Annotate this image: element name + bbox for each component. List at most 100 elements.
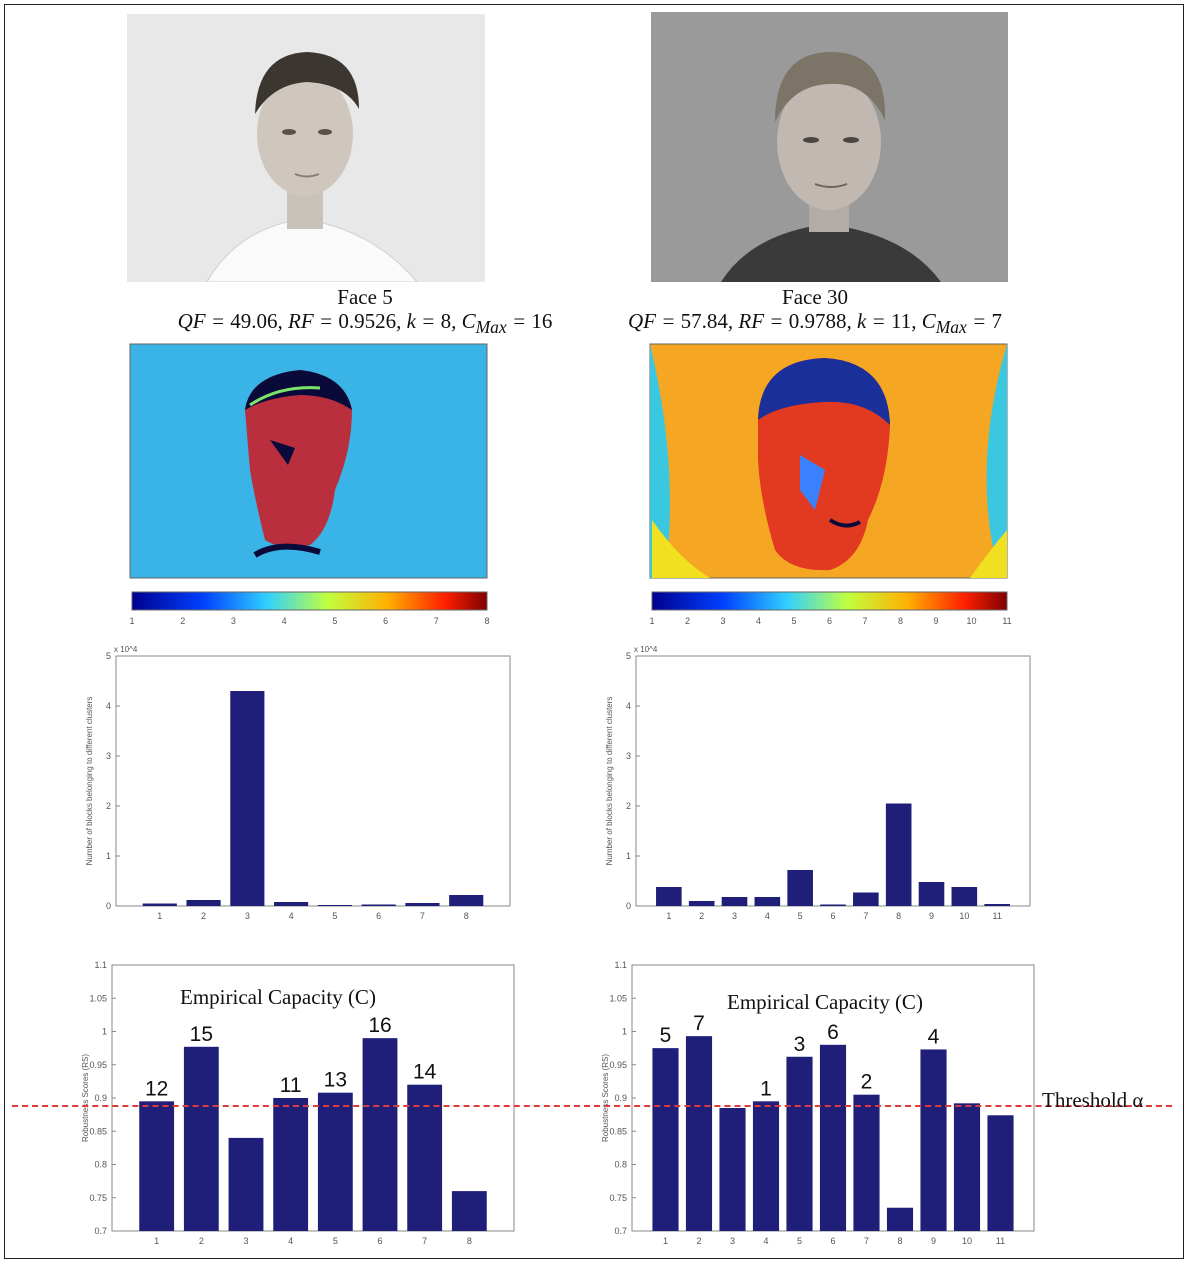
bar: [228, 1137, 264, 1231]
bar: [987, 1115, 1014, 1231]
y-tick-label: 0.95: [89, 1060, 107, 1070]
colorbar-tick-label: 4: [756, 616, 761, 626]
bar: [918, 882, 945, 906]
y-tick-label: 1.1: [614, 960, 627, 970]
y-tick-label: 0: [106, 901, 111, 911]
x-tick-label: 1: [154, 1236, 159, 1246]
y-tick-label: 1.05: [89, 993, 107, 1003]
y-axis-label: Number of blocks belonging to different …: [85, 697, 94, 866]
x-tick-label: 10: [962, 1236, 972, 1246]
threshold-label: Threshold α: [1042, 1088, 1144, 1112]
y-tick-label: 1.1: [94, 960, 107, 970]
bar: [186, 900, 221, 906]
colorbar-tick-label: 2: [685, 616, 690, 626]
bar: [786, 1056, 813, 1231]
capacity-label: 3: [794, 1033, 806, 1056]
colorbar-tick-label: 2: [180, 616, 185, 626]
y-tick-label: 3: [626, 751, 631, 761]
colorbar-tick-label: 1: [649, 616, 654, 626]
y-tick-label: 0.75: [89, 1193, 107, 1203]
y-tick-label: 2: [626, 801, 631, 811]
face-30-formula: QF = 57.84, RF = 0.9788, k = 11, CMax = …: [627, 309, 1003, 338]
bar: [273, 1098, 309, 1231]
y-tick-label: 1: [102, 1027, 107, 1037]
face-5-name: Face 5: [337, 285, 393, 309]
bar: [820, 904, 846, 906]
face-5-formula: QF = 49.06, RF = 0.9526, k = 8, CMax = 1…: [177, 309, 553, 338]
x-tick-label: 7: [420, 911, 425, 921]
y-tick-label: 0.85: [609, 1126, 627, 1136]
threshold-line: [12, 1104, 1172, 1107]
bar: [853, 1094, 880, 1231]
y-scale-label: x 10^4: [114, 645, 138, 654]
bar: [853, 892, 879, 906]
face-5-caption: Face 5 QF = 49.06, RF = 0.9526, k = 8, C…: [170, 285, 560, 339]
bar: [451, 1191, 487, 1231]
x-tick-label: 8: [464, 911, 469, 921]
x-tick-label: 9: [931, 1236, 936, 1246]
x-tick-label: 3: [730, 1236, 735, 1246]
capacity-label: 2: [861, 1071, 873, 1094]
capacity-label: 11: [280, 1074, 302, 1097]
y-scale-label: x 10^4: [634, 645, 658, 654]
bar: [362, 1038, 398, 1231]
x-tick-label: 11: [992, 911, 1001, 921]
bar: [984, 904, 1010, 906]
colorbar-tick-label: 10: [966, 616, 976, 626]
x-tick-label: 2: [199, 1236, 204, 1246]
face-5-cluster-map: 1 2 3 4 5 6 7 8: [120, 340, 495, 630]
y-tick-label: 0.75: [609, 1193, 627, 1203]
capacity-label: 6: [827, 1021, 839, 1044]
colorbar-tick-label: 5: [332, 616, 337, 626]
bar: [819, 1044, 847, 1231]
colorbar-tick-label: 5: [791, 616, 796, 626]
face-5-photo: [127, 14, 485, 282]
face-30-photo: [651, 12, 1008, 282]
bar: [886, 1207, 914, 1231]
bar: [449, 895, 484, 906]
bar: [752, 1101, 780, 1231]
x-tick-label: 5: [798, 911, 803, 921]
bar: [317, 1092, 353, 1231]
y-axis-label: Robustness Scores (RS): [81, 1054, 90, 1142]
capacity-label: 14: [413, 1061, 437, 1084]
x-tick-label: 4: [765, 911, 770, 921]
x-tick-label: 10: [959, 911, 969, 921]
y-axis-label: Number of blocks belonging to different …: [605, 697, 614, 866]
capacity-label: 16: [368, 1014, 391, 1037]
bar: [183, 1046, 219, 1231]
colorbar-tick-label: 11: [1002, 616, 1011, 626]
x-tick-label: 1: [663, 1236, 668, 1246]
capacity-label: 7: [693, 1012, 705, 1035]
bar: [920, 1049, 947, 1231]
x-tick-label: 7: [863, 911, 868, 921]
bar: [142, 903, 177, 906]
x-tick-label: 3: [245, 911, 250, 921]
bar: [656, 887, 682, 906]
y-tick-label: 5: [626, 651, 631, 661]
x-tick-label: 7: [864, 1236, 869, 1246]
colorbar-tick-label: 9: [933, 616, 938, 626]
x-tick-label: 9: [929, 911, 934, 921]
y-tick-label: 2: [106, 801, 111, 811]
plot-area: [111, 964, 515, 1232]
colorbar-tick-label: 8: [484, 616, 489, 626]
bar: [721, 897, 748, 906]
capacity-label: 1: [760, 1077, 772, 1100]
x-tick-label: 6: [830, 911, 835, 921]
capacity-title-face-5: Empirical Capacity (C): [180, 985, 376, 1009]
colorbar-tick-label: 7: [434, 616, 439, 626]
face-30-caption: Face 30 QF = 57.84, RF = 0.9788, k = 11,…: [585, 285, 1045, 339]
colorbar-tick-label: 3: [720, 616, 725, 626]
y-axis-label: Robustness Scores (RS): [601, 1054, 610, 1142]
y-tick-label: 4: [106, 701, 111, 711]
x-tick-label: 11: [996, 1236, 1005, 1246]
bar: [274, 902, 309, 906]
bar: [685, 1036, 713, 1231]
y-tick-label: 0.9: [614, 1093, 627, 1103]
x-tick-label: 7: [422, 1236, 427, 1246]
bar: [719, 1107, 746, 1231]
capacity-label: 15: [190, 1023, 213, 1046]
capacity-label: 13: [324, 1069, 347, 1092]
bar: [885, 803, 912, 906]
